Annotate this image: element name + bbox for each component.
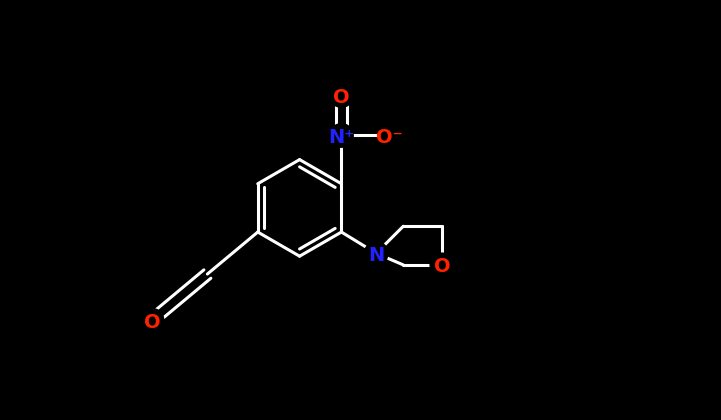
Text: N⁺: N⁺ — [328, 128, 355, 147]
Text: O: O — [333, 88, 350, 107]
Text: O: O — [143, 313, 160, 332]
Circle shape — [329, 84, 353, 108]
Circle shape — [378, 124, 402, 147]
Text: O⁻: O⁻ — [376, 128, 403, 147]
Text: O: O — [433, 257, 450, 276]
Circle shape — [329, 124, 353, 147]
Circle shape — [140, 308, 164, 332]
Text: N: N — [368, 246, 384, 265]
Circle shape — [364, 241, 388, 265]
Circle shape — [430, 253, 454, 277]
